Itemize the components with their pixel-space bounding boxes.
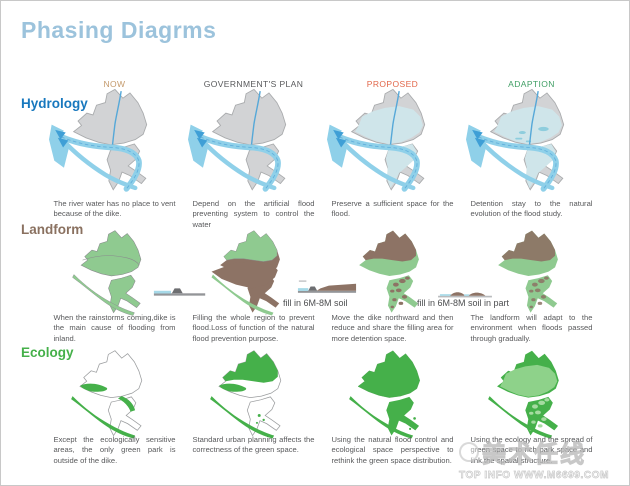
hydrology-proposed-caption: Preserve a sufficient space for the floo… (331, 199, 454, 219)
landform-now-map (71, 230, 141, 316)
column-header-governments-plan: GOVERNMENT'S PLAN (203, 79, 304, 89)
ecology-proposed-map (348, 350, 420, 439)
column-header-now: NOW (103, 79, 126, 89)
fill-soil-section-diagram (297, 280, 357, 293)
green-dots (255, 413, 265, 424)
fill-soil-part-label: fill in 6M-8M soil in part (417, 298, 510, 308)
ecology-row: Except the ecologically sensitive areas,… (45, 347, 601, 466)
hydrology-adaption-map (465, 88, 564, 195)
ecology-governments-plan-caption: Standard urban planning affects the corr… (192, 435, 315, 455)
landform-proposed-caption: Move the dike northward and then reduce … (331, 313, 454, 343)
hydrology-row: The river water has no place to vent bec… (45, 85, 601, 230)
ecology-adaption-caption: Using the ecology and the spread of gree… (470, 435, 593, 465)
fill-soil-label: fill in 6M-8M soil (283, 298, 348, 308)
page-title: Phasing Diagrms (21, 17, 217, 43)
landform-governments-plan-caption: Filling the whole region to prevent floo… (192, 313, 315, 343)
landform-adaption-caption: The landform will adapt to the environme… (470, 313, 593, 343)
hydrology-now-caption: The river water has no place to vent bec… (53, 199, 176, 219)
row-label-landform: Landform (21, 222, 84, 237)
hydrology-governments-plan-map (187, 88, 286, 195)
ecology-now-map (70, 350, 142, 439)
column-header-adaption: ADAPTION (508, 79, 555, 89)
ecology-governments-plan-map (209, 350, 281, 439)
hydrology-proposed-map (326, 88, 425, 195)
dike-section-diagram (153, 288, 206, 296)
ecology-adaption-map (487, 350, 559, 439)
ecology-proposed-caption: Using the natural flood control and ecol… (331, 435, 454, 465)
row-label-ecology: Ecology (21, 345, 74, 360)
ecology-now-caption: Except the ecologically sensitive areas,… (53, 435, 176, 465)
column-headers: NOW GOVERNMENT'S PLAN PROPOSED ADAPTION (45, 79, 601, 89)
hydrology-now-map (48, 88, 147, 195)
landform-row: When the rainstorms coming,dike is the m… (45, 227, 601, 344)
hydrology-governments-plan-caption: Depend on the artificial flood preventin… (192, 199, 315, 229)
hydrology-adaption-caption: Detention stay to the natural evolution … (470, 199, 593, 219)
green-dots (408, 417, 416, 430)
watermark-site-text: TOP INFO WWW.M6699.COM (459, 470, 610, 482)
partial-fill-section-diagram (438, 292, 492, 298)
row-label-hydrology: Hydrology (21, 96, 88, 111)
column-header-proposed: PROPOSED (366, 79, 419, 89)
landform-now-caption: When the rainstorms coming,dike is the m… (53, 313, 176, 343)
